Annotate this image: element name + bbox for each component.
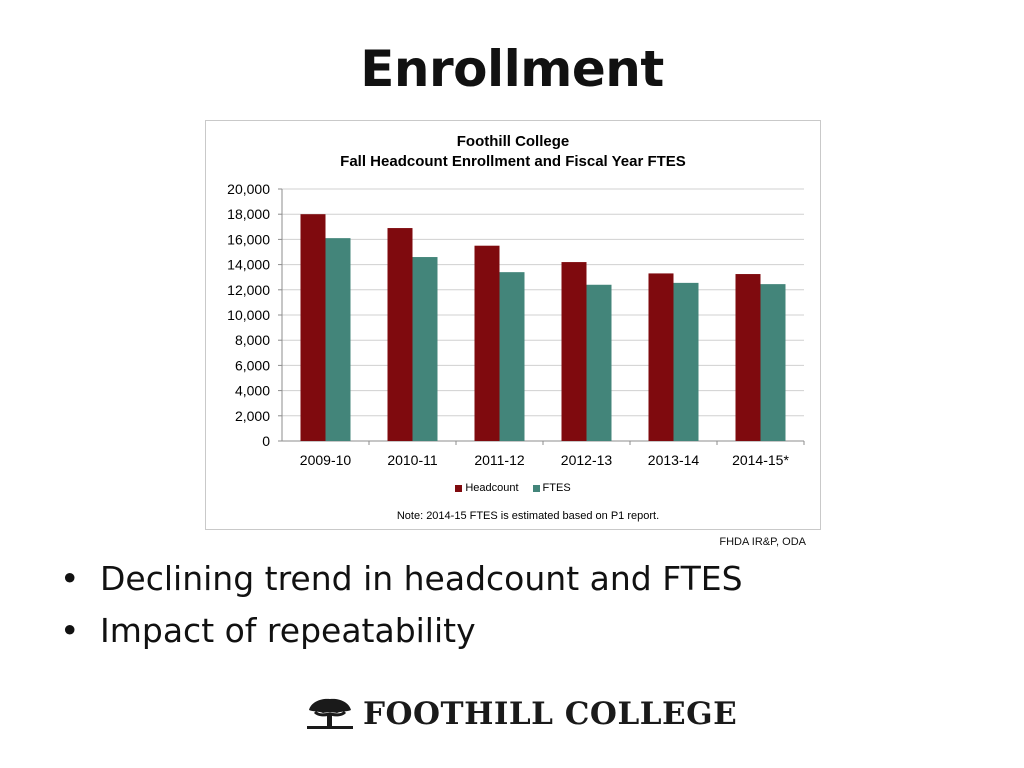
bar-ftes-2011-12 <box>499 272 525 441</box>
y-tick-label: 14,000 <box>227 257 270 273</box>
bar-headcount-2013-14 <box>648 273 674 441</box>
y-tick-label: 0 <box>262 433 270 449</box>
y-tick-label: 10,000 <box>227 307 270 323</box>
bar-ftes-2013-14 <box>673 282 699 441</box>
logo-text: FOOTHILL COLLEGE <box>363 696 738 732</box>
y-tick-label: 18,000 <box>227 206 270 222</box>
bar-ftes-2010-11 <box>412 257 438 441</box>
slide-title: Enrollment <box>360 40 664 98</box>
oak-tree-icon <box>307 698 353 729</box>
y-tick-label: 20,000 <box>227 181 270 197</box>
bullet-list: Declining trend in headcount and FTES Im… <box>60 555 743 659</box>
bar-ftes-2014-15* <box>760 284 786 441</box>
x-tick-label: 2010-11 <box>387 452 438 468</box>
college-logo: FOOTHILL COLLEGE <box>305 694 737 734</box>
bar-ftes-2012-13 <box>586 284 612 441</box>
legend-item-ftes: FTES <box>532 482 571 494</box>
y-tick-label: 2,000 <box>235 408 270 424</box>
bullet-item: Impact of repeatability <box>60 607 743 659</box>
x-tick-label: 2009-10 <box>300 452 352 468</box>
bar-headcount-2012-13 <box>561 262 587 441</box>
bar-chart: 0 2,000 4,000 6,000 8,000 10,000 12,000 14,000 1… <box>227 181 805 468</box>
bar-headcount-2011-12 <box>474 245 500 441</box>
y-tick-label: 12,000 <box>227 282 270 298</box>
chart-legend: Headcount FTES <box>206 482 820 494</box>
legend-swatch-ftes <box>532 484 540 492</box>
legend-label-ftes: FTES <box>542 482 571 494</box>
x-tick-label: 2011-12 <box>474 452 525 468</box>
legend-label-headcount: Headcount <box>465 482 519 494</box>
chart-frame: Foothill College Fall Headcount Enrollme… <box>205 120 821 530</box>
source-credit: FHDA IR&P, ODA <box>719 536 806 548</box>
bar-headcount-2014-15* <box>735 274 761 441</box>
x-tick-label: 2013-14 <box>648 452 700 468</box>
x-tick-label: 2014-15* <box>732 452 789 468</box>
y-tick-label: 8,000 <box>235 332 270 348</box>
y-tick-label: 16,000 <box>227 231 270 247</box>
legend-item-headcount: Headcount <box>455 482 519 494</box>
chart-title: Foothill College <box>456 133 570 150</box>
bar-headcount-2010-11 <box>387 228 413 441</box>
chart-subtitle: Fall Headcount Enrollment and Fiscal Yea… <box>340 153 686 170</box>
bar-headcount-2009-10 <box>300 214 326 441</box>
x-tick-label: 2012-13 <box>561 452 613 468</box>
y-tick-label: 6,000 <box>235 357 270 373</box>
chart-note: Note: 2014-15 FTES is estimated based on… <box>396 510 660 522</box>
bullet-item: Declining trend in headcount and FTES <box>60 555 743 607</box>
bar-ftes-2009-10 <box>325 238 351 441</box>
legend-swatch-headcount <box>455 484 463 492</box>
y-tick-label: 4,000 <box>235 383 270 399</box>
